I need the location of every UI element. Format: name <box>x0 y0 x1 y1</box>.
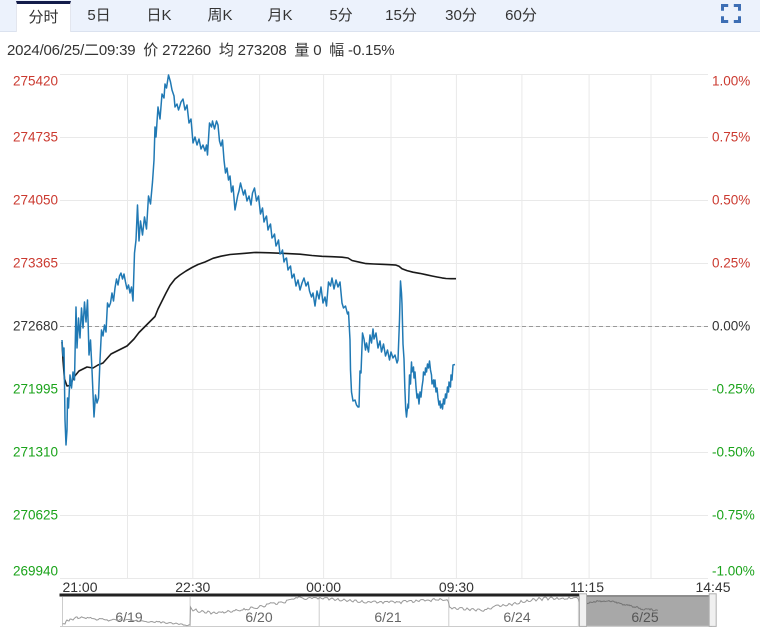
svg-text:269940: 269940 <box>13 564 58 579</box>
svg-text:0.50%: 0.50% <box>712 193 750 208</box>
svg-text:6/25: 6/25 <box>631 609 658 625</box>
svg-text:6/19: 6/19 <box>115 609 142 625</box>
svg-text:271310: 271310 <box>13 445 58 460</box>
svg-text:6/21: 6/21 <box>374 609 401 625</box>
svg-text:14:45: 14:45 <box>695 579 730 595</box>
svg-text:22:30: 22:30 <box>175 579 210 595</box>
svg-text:0.25%: 0.25% <box>712 256 750 271</box>
svg-text:21:00: 21:00 <box>62 579 97 595</box>
svg-text:275420: 275420 <box>13 74 58 89</box>
svg-text:11:15: 11:15 <box>570 579 604 595</box>
svg-text:6/20: 6/20 <box>245 609 272 625</box>
svg-text:00:00: 00:00 <box>306 579 341 595</box>
svg-text:274050: 274050 <box>13 193 58 208</box>
svg-text:1.00%: 1.00% <box>712 74 750 89</box>
svg-text:-0.75%: -0.75% <box>712 508 755 523</box>
svg-text:274735: 274735 <box>13 130 58 145</box>
svg-text:273365: 273365 <box>13 256 58 271</box>
svg-text:-0.25%: -0.25% <box>712 382 755 397</box>
svg-text:6/24: 6/24 <box>503 609 530 625</box>
svg-text:271995: 271995 <box>13 382 58 397</box>
svg-text:0.00%: 0.00% <box>712 319 750 334</box>
svg-text:-1.00%: -1.00% <box>712 564 755 579</box>
svg-text:272680: 272680 <box>13 319 58 334</box>
svg-text:-0.50%: -0.50% <box>712 445 755 460</box>
svg-text:0.75%: 0.75% <box>712 130 750 145</box>
svg-text:270625: 270625 <box>13 508 58 523</box>
svg-text:09:30: 09:30 <box>439 579 474 595</box>
